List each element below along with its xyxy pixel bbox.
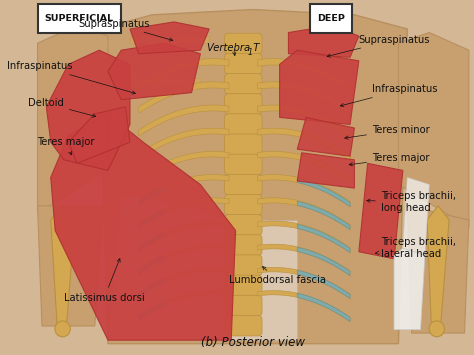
Polygon shape [297,293,350,322]
FancyBboxPatch shape [225,73,262,94]
FancyBboxPatch shape [225,195,262,215]
FancyBboxPatch shape [225,295,262,316]
Polygon shape [289,26,359,57]
FancyBboxPatch shape [225,94,262,114]
Polygon shape [297,118,355,156]
Polygon shape [121,78,201,86]
Polygon shape [258,221,350,253]
Polygon shape [139,221,229,251]
Polygon shape [258,128,350,161]
Polygon shape [130,22,209,54]
Text: Teres minor: Teres minor [345,125,430,139]
Polygon shape [46,50,130,170]
Ellipse shape [429,321,445,337]
Polygon shape [139,59,229,90]
Polygon shape [258,244,350,275]
Polygon shape [258,59,350,92]
Text: SUPERFICIAL: SUPERFICIAL [45,14,114,23]
Polygon shape [407,206,469,333]
Ellipse shape [55,321,70,337]
Text: DEEP: DEEP [318,14,345,23]
Polygon shape [68,107,130,163]
Polygon shape [427,206,449,329]
Polygon shape [258,175,350,207]
Polygon shape [139,278,165,297]
Polygon shape [99,10,407,344]
Polygon shape [139,151,229,182]
Polygon shape [297,224,350,253]
Polygon shape [139,175,229,205]
Polygon shape [359,163,403,259]
Text: Triceps brachii,
long head: Triceps brachii, long head [367,191,456,213]
Bar [310,4,352,33]
FancyBboxPatch shape [225,215,262,235]
Text: Infraspinatus: Infraspinatus [340,84,438,106]
Polygon shape [403,178,429,255]
FancyBboxPatch shape [225,235,262,255]
Polygon shape [297,201,350,230]
Polygon shape [139,209,165,228]
Polygon shape [108,195,236,340]
Text: 1: 1 [247,48,253,57]
Text: Supraspinatus: Supraspinatus [327,34,430,57]
FancyBboxPatch shape [225,134,262,154]
Polygon shape [139,232,165,251]
Bar [37,4,121,33]
Polygon shape [108,43,201,100]
Text: Teres major: Teres major [349,153,429,166]
Polygon shape [297,270,350,299]
Polygon shape [139,244,229,274]
FancyBboxPatch shape [225,255,262,275]
Polygon shape [139,255,165,274]
Polygon shape [37,206,103,326]
Polygon shape [258,105,350,138]
FancyBboxPatch shape [225,275,262,296]
Polygon shape [139,105,229,136]
Polygon shape [258,151,350,184]
Polygon shape [297,178,350,207]
FancyBboxPatch shape [225,154,262,175]
Text: Latissimus dorsi: Latissimus dorsi [64,258,145,303]
Text: Infraspinatus: Infraspinatus [7,61,136,94]
FancyBboxPatch shape [225,174,262,195]
FancyBboxPatch shape [225,33,262,54]
Polygon shape [258,267,350,299]
Text: Supraspinatus: Supraspinatus [78,19,173,41]
Text: Vertebra T: Vertebra T [207,43,260,54]
Polygon shape [280,50,359,125]
Polygon shape [139,291,229,320]
FancyBboxPatch shape [225,315,262,336]
Text: Deltoid: Deltoid [28,98,96,117]
Polygon shape [139,186,165,205]
Text: (b) Posterior view: (b) Posterior view [201,336,305,349]
Polygon shape [139,128,229,159]
Polygon shape [297,247,350,275]
Polygon shape [258,291,350,322]
Polygon shape [139,198,229,228]
Polygon shape [258,82,350,115]
FancyBboxPatch shape [225,114,262,134]
Polygon shape [394,248,425,329]
Polygon shape [139,82,229,113]
FancyBboxPatch shape [225,53,262,74]
Polygon shape [51,206,75,329]
Polygon shape [37,26,108,213]
Text: Triceps brachii,
lateral head: Triceps brachii, lateral head [375,237,456,259]
Polygon shape [139,301,165,320]
Polygon shape [51,114,236,340]
Polygon shape [231,220,297,340]
Polygon shape [139,267,229,297]
Text: Teres major: Teres major [37,137,95,155]
Polygon shape [258,198,350,230]
Polygon shape [130,36,209,43]
Polygon shape [297,153,355,188]
Text: Lumbodorsal fascia: Lumbodorsal fascia [229,267,326,285]
Polygon shape [399,33,469,227]
